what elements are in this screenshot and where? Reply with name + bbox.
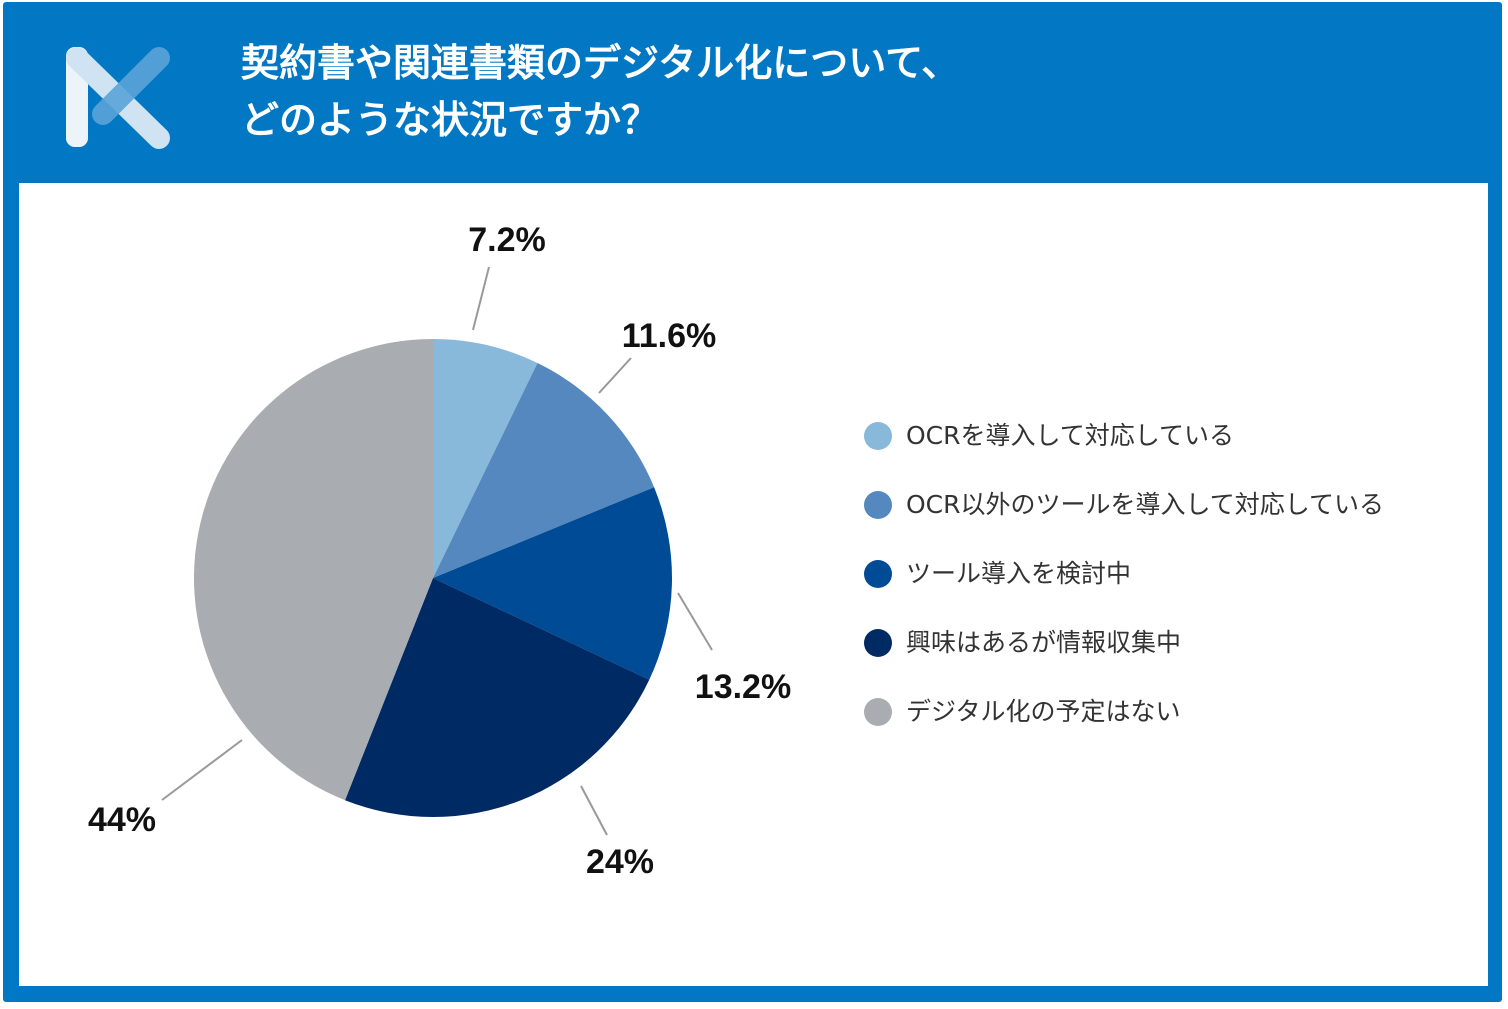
pie-slice-3 (433, 487, 672, 680)
legend-item-1: OCRを導入して対応している (864, 416, 1464, 485)
pie-chart: 7.2% 11.6% 13.2% 24% 44% (88, 221, 791, 881)
legend: OCRを導入して対応している OCR以外のツールを導入して対応している ツール導入を… (864, 416, 1464, 761)
legend-swatch-icon (864, 698, 892, 726)
data-label-5: 44% (88, 801, 156, 839)
legend-swatch-icon (864, 422, 892, 450)
legend-item-5: デジタル化の予定はない (864, 692, 1464, 761)
title-line-2: どのような状況ですか？ (241, 98, 660, 142)
legend-item-2: OCR以外のツールを導入して対応している (864, 485, 1464, 554)
data-label-3: 13.2% (695, 668, 791, 706)
pie-slice-4 (345, 578, 650, 818)
legend-swatch-icon (864, 491, 892, 519)
legend-swatch-icon (864, 560, 892, 588)
leader-line-3 (677, 592, 713, 651)
leader-line-2 (598, 357, 632, 394)
chart-panel: 7.2% 11.6% 13.2% 24% 44% OCRを導入して対応している OCR以外… (19, 183, 1488, 986)
header-bar: 契約書や関連書類のデジタル化について、 どのような状況ですか？ (3, 2, 1502, 182)
leader-line-5 (161, 739, 243, 801)
legend-item-4: 興味はあるが情報収集中 (864, 623, 1464, 692)
title-line-1: 契約書や関連書類のデジタル化について、 (241, 41, 960, 85)
data-label-1: 7.2% (468, 221, 546, 259)
chart-title: 契約書や関連書類のデジタル化について、 どのような状況ですか？ (241, 35, 1341, 149)
leader-line-1 (472, 266, 490, 331)
pie-slice-5 (193, 339, 433, 801)
data-label-4: 24% (586, 843, 654, 881)
chart-frame: 契約書や関連書類のデジタル化について、 どのような状況ですか？ 7.2% 11.6… (3, 2, 1502, 1002)
legend-label: 興味はあるが情報収集中 (906, 628, 1182, 657)
pie-slice-2 (433, 363, 655, 578)
data-label-2: 11.6% (622, 317, 717, 355)
pie-slice-1 (433, 339, 538, 578)
legend-swatch-icon (864, 629, 892, 657)
legend-item-3: ツール導入を検討中 (864, 554, 1464, 623)
leader-line-4 (580, 785, 608, 836)
legend-label: OCR以外のツールを導入して対応している (906, 490, 1385, 519)
brand-x-logo-icon (66, 47, 170, 149)
legend-label: ツール導入を検討中 (906, 559, 1132, 588)
legend-label: OCRを導入して対応している (906, 421, 1235, 450)
legend-label: デジタル化の予定はない (906, 697, 1181, 726)
